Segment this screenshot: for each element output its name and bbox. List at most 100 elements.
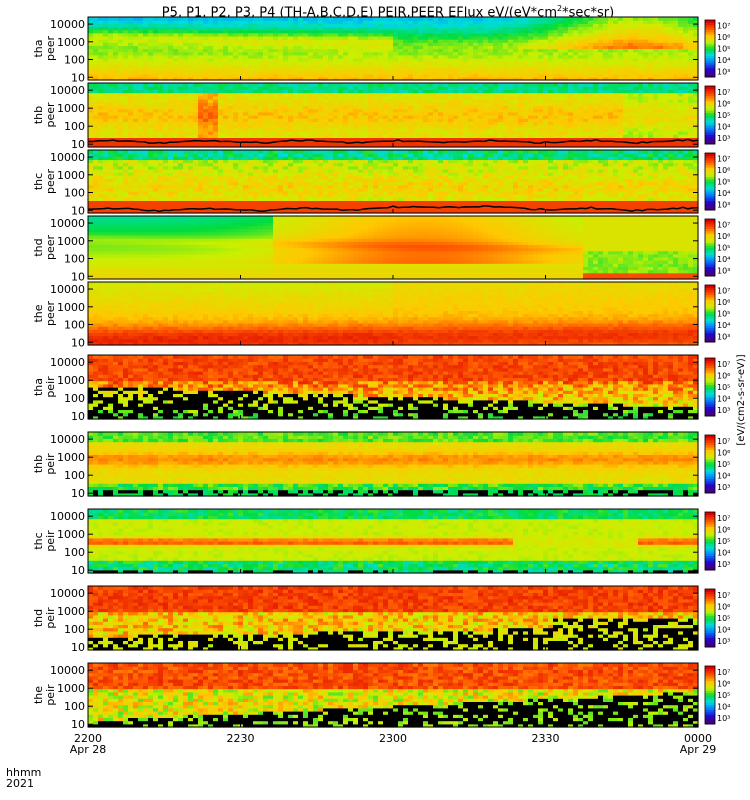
colorbar-tick-label: 10⁷ [717,88,730,97]
panel-y-label-probe: thc [32,173,45,190]
colorbar-segment [705,464,715,467]
colorbar-tick-label: 10⁴ [717,321,730,330]
y-tick-label: 100 [64,469,85,482]
colorbar-tick-label: 10⁶ [717,525,730,534]
colorbar-tick-label: 10⁵ [717,537,730,546]
colorbar-tick-label: 10³ [717,134,730,143]
colorbar-segment [705,304,715,307]
colorbar-segment [705,122,715,126]
date-label-start: Apr 28 [70,743,107,756]
colorbar-segment [705,451,715,455]
colorbar-segment [705,408,715,412]
panel-the-peer: 10 100 1000 10000 thepeer 10³ 10⁴ 10⁵ 10⁶ 10⁷ [32,281,730,349]
colorbar-tick-label: 10³ [717,200,730,209]
colorbar-segment [705,339,715,343]
colorbar-segment [705,642,715,646]
time-axis-prefix-hhmm: hhmm [6,767,41,778]
panel-y-label: thcpeir [32,530,57,552]
colorbar-segment [705,311,715,315]
y-tick-label: 100 [64,392,85,405]
colorbar-segment [705,673,715,677]
colorbar-segment [705,240,715,244]
colorbar-segment [705,205,715,209]
y-tick-label: 100 [64,319,85,332]
colorbar-segment [705,318,715,322]
colorbar-segment [705,399,715,402]
colorbar-segment [705,411,715,415]
colorbar: 10³ 10⁴ 10⁵ 10⁶ 10⁷ [704,357,730,417]
panel-y-label-species: peir [44,453,57,475]
colorbar-segment [705,285,715,288]
colorbar-segment [705,174,715,178]
colorbar-tick-label: 10⁷ [717,514,730,523]
colorbar-segment [705,444,715,448]
colorbar-segment [705,127,715,130]
colorbar-frame [704,588,716,648]
colorbar-segment [705,613,715,617]
colorbar-segment [705,67,715,71]
y-tick-label: 10 [71,641,85,654]
colorbar-segment [705,233,715,237]
colorbar-tick-label: 10⁵ [717,691,730,700]
colorbar-tick-label: 10⁶ [717,679,730,688]
colorbar-segment [705,538,715,542]
colorbar-segment [705,567,715,571]
colorbar-segment [705,560,715,564]
colorbar-segment [705,257,715,260]
colorbar-segment [705,396,715,400]
colorbar-segment [705,608,715,612]
colorbar-segment [705,480,715,484]
colorbar-segment [705,466,715,470]
panel-y-label-probe: thd [32,609,45,627]
panel-y-label-species: peir [44,376,57,398]
colorbar-segment [705,473,715,477]
colorbar-segment [705,176,715,180]
y-tick-label: 10000 [50,217,85,230]
panel-y-label-probe: thc [32,532,45,549]
colorbar-segment [705,391,715,395]
colorbar-segment [705,514,715,518]
panel-y-label-probe: tha [32,378,45,396]
colorbar-segment [705,157,715,161]
colorbar-segment [705,553,715,556]
colorbar-segment [705,102,715,106]
y-tick-label: 10000 [50,433,85,446]
colorbar-segment [705,22,715,26]
y-tick-label: 1000 [57,528,85,541]
y-tick-label: 100 [64,623,85,636]
colorbar: 10³ 10⁴ 10⁵ 10⁶ 10⁷ [704,665,730,725]
colorbar-frame [704,19,716,78]
colorbar-segment [705,697,715,701]
y-tick-label: 1000 [57,605,85,618]
colorbar-segment [705,545,715,549]
colorbar-segment [705,155,715,159]
colorbar-tick-label: 10⁶ [717,232,730,241]
colorbar-tick-label: 10⁵ [717,383,730,392]
panel-the-peir: 10 100 1000 10000 thepeir 10³ 10⁴ 10⁵ 10⁶ 10⁷ [32,662,730,731]
panel-y-label-species: peer [44,102,57,128]
colorbar-tick-label: 10³ [717,406,730,415]
colorbar-segment [705,249,715,253]
colorbar-tick-label: 10⁵ [717,244,730,253]
panel-y-label-probe: the [32,304,45,322]
colorbar-segment [705,320,715,324]
colorbar-segment [705,294,715,298]
colorbar-segment [705,377,715,381]
colorbar-segment [705,555,715,559]
colorbar-segment [705,31,715,35]
colorbar-segment [705,370,715,373]
colorbar-segment [705,112,715,116]
colorbar-segment [705,139,715,143]
colorbar-segment [705,41,715,45]
colorbar-segment [705,389,715,393]
colorbar-segment [705,93,715,97]
colorbar-segment [705,476,715,479]
panel-tha-peir: 10 100 1000 10000 thapeir 10³ 10⁴ 10⁵ 10⁶ 10⁷ [32,354,730,423]
colorbar-segment [705,439,715,443]
colorbar-segment [705,252,715,256]
colorbar-segment [705,29,715,33]
colorbar-segment [705,562,715,566]
colorbar-segment [705,198,715,202]
colorbar-tick-label: 10⁶ [717,99,730,108]
